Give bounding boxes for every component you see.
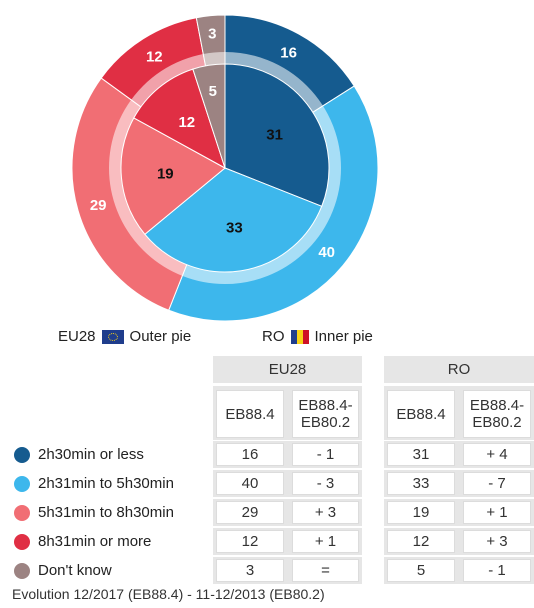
row-label-text: 5h31min to 8h30min — [38, 504, 174, 521]
ro-flag-icon — [290, 329, 309, 344]
ro-col-eb88: EB88.4 — [387, 390, 455, 438]
inner-pie-slice-4 — [192, 63, 226, 169]
legend-dot-icon — [14, 504, 30, 521]
group-header-eu28: EU28 — [213, 356, 362, 383]
legend-ro: RO Inner pie — [262, 328, 373, 345]
inner-data-label-0: 31 — [266, 126, 283, 143]
legend-dot-icon — [14, 446, 30, 463]
legend-dot-icon — [14, 475, 30, 492]
row-label-2: 5h31min to 8h30min — [14, 499, 174, 526]
inner-pie-slice-2 — [120, 117, 226, 235]
inner-pie-slice-1 — [144, 167, 323, 273]
legend-inner-pie: Inner pie — [314, 328, 373, 345]
inner-pie-slice-3 — [133, 68, 226, 170]
cell-ro-eb88-0: 31 — [387, 443, 455, 466]
cell-eu28-eb88-3: 12 — [216, 530, 284, 553]
eu28-col-eb88: EB88.4 — [216, 390, 284, 438]
cell-ro-eb88-2: 19 — [387, 501, 455, 524]
row-label-4: Don't know — [14, 557, 112, 584]
nested-pie-chart: 16 40 29 12 3 31 33 19 12 5 — [71, 14, 379, 322]
row-label-text: Don't know — [38, 562, 112, 579]
cell-eu28-eb88-2: 29 — [216, 501, 284, 524]
inner-data-label-1: 33 — [226, 219, 243, 236]
inner-pie-slice-0 — [224, 63, 330, 207]
cell-ro-diff-0: + 4 — [463, 443, 531, 466]
outer-data-label-1: 40 — [318, 244, 335, 261]
row-label-text: 2h31min to 5h30min — [38, 475, 174, 492]
pie-separator-ring — [109, 52, 341, 284]
cell-ro-diff-4: - 1 — [463, 559, 531, 582]
legend-dot-icon — [14, 533, 30, 550]
legend-eu28: EU28 Outer pie — [58, 328, 191, 345]
outer-data-label-4: 3 — [208, 26, 216, 43]
legend-dot-icon — [14, 562, 30, 579]
outer-data-label-0: 16 — [280, 44, 297, 61]
row-label-1: 2h31min to 5h30min — [14, 470, 174, 497]
row-label-text: 2h30min or less — [38, 446, 144, 463]
cell-eu28-diff-0: - 1 — [292, 443, 359, 466]
footnote: Evolution 12/2017 (EB88.4) - 11-12/2013 … — [12, 586, 325, 602]
cell-eu28-diff-2: + 3 — [292, 501, 359, 524]
inner-data-label-4: 5 — [209, 83, 217, 100]
group-header-ro: RO — [384, 356, 534, 383]
cell-eu28-eb88-4: 3 — [216, 559, 284, 582]
inner-data-label-3: 12 — [178, 114, 195, 131]
row-label-0: 2h30min or less — [14, 441, 144, 468]
legend-outer-pie: Outer pie — [129, 328, 192, 345]
inner-data-label-2: 19 — [157, 166, 174, 183]
cell-ro-eb88-4: 5 — [387, 559, 455, 582]
eu28-col-diff: EB88.4- EB80.2 — [292, 390, 359, 438]
row-label-text: 8h31min or more — [38, 533, 152, 550]
eu-flag-icon — [101, 329, 124, 344]
cell-eu28-eb88-0: 16 — [216, 443, 284, 466]
row-label-3: 8h31min or more — [14, 528, 151, 555]
cell-ro-diff-3: + 3 — [463, 530, 531, 553]
cell-eu28-diff-3: + 1 — [292, 530, 359, 553]
outer-data-label-3: 12 — [146, 49, 163, 66]
outer-data-label-2: 29 — [90, 197, 107, 214]
cell-eu28-eb88-1: 40 — [216, 472, 284, 495]
cell-ro-eb88-3: 12 — [387, 530, 455, 553]
chart-legend: EU28 Outer pie RO Inner pie — [0, 326, 534, 350]
ro-col-diff: EB88.4- EB80.2 — [463, 390, 531, 438]
cell-ro-diff-2: + 1 — [463, 501, 531, 524]
legend-ro-label: RO — [262, 328, 285, 345]
legend-eu28-label: EU28 — [58, 328, 96, 345]
cell-eu28-diff-1: - 3 — [292, 472, 359, 495]
cell-eu28-diff-4: = — [292, 559, 359, 582]
cell-ro-diff-1: - 7 — [463, 472, 531, 495]
cell-ro-eb88-1: 33 — [387, 472, 455, 495]
